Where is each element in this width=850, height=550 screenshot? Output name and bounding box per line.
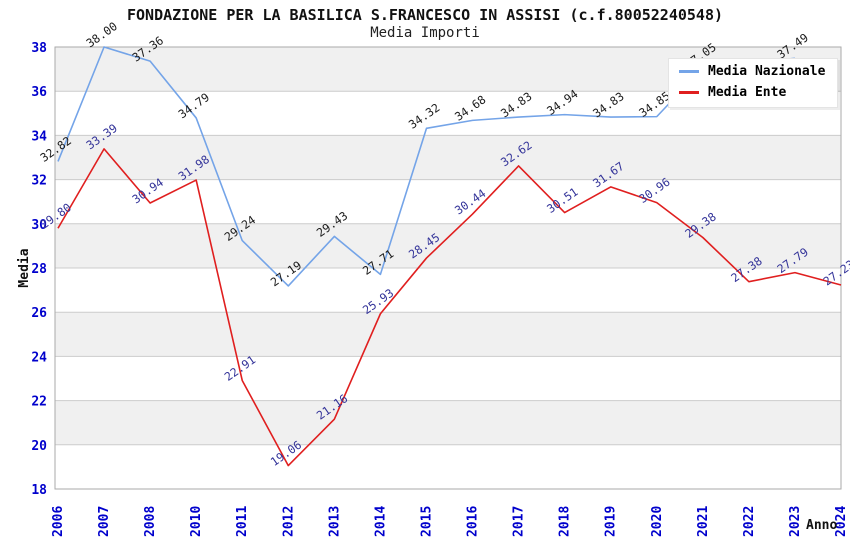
y-tick-label: 24 [31,350,47,365]
y-tick-label: 36 [31,85,47,100]
y-tick-label: 30 [31,218,47,233]
y-tick-label: 22 [31,395,47,410]
x-tick-label: 2008 [143,506,158,537]
grid-band [55,223,841,268]
legend-item-media-nazionale: Media Nazionale [679,64,825,79]
legend-label: Media Nazionale [708,64,826,79]
legend-swatch-media-nazionale [679,70,699,73]
y-tick-label: 28 [31,262,47,277]
y-axis-title: Media [17,248,32,287]
x-tick-label: 2023 [788,506,803,537]
y-tick-label: 32 [31,174,47,189]
grid-band [55,312,841,357]
x-tick-label: 2010 [189,506,204,537]
legend-label: Media Ente [708,85,787,100]
grid-band [55,268,841,313]
x-tick-label: 2013 [327,506,342,537]
x-tick-label: 2014 [373,506,388,537]
legend-item-media-ente: Media Ente [679,85,825,100]
plot-border [54,46,842,490]
x-tick-label: 2022 [742,506,757,537]
x-tick-label: 2012 [281,506,296,537]
x-tick-label: 2007 [97,506,112,537]
y-tick-label: 38 [31,41,47,56]
series-line-media-ente [57,148,842,467]
x-tick-label: 2019 [604,506,619,537]
legend: Media Nazionale Media Ente [668,58,839,108]
x-tick-label: 2020 [650,506,665,537]
grid-band [55,135,841,180]
y-tick-label: 18 [31,483,47,498]
series-line-media-nazionale [57,46,796,287]
x-tick-label: 2021 [696,506,711,537]
x-axis-title: Anno [806,518,837,533]
chart-title: FONDAZIONE PER LA BASILICA S.FRANCESCO I… [126,6,724,24]
chart-subtitle: Media Importi [370,25,480,41]
x-tick-label: 2024 [834,506,849,537]
x-tick-label: 2016 [466,506,481,537]
point-label-media-nazionale: 38.00 [84,19,120,50]
y-tick-label: 20 [31,439,47,454]
x-tick-label: 2017 [512,506,527,537]
x-tick-label: 2011 [235,506,250,537]
grid-band [55,444,841,489]
x-tick-label: 2018 [558,506,573,537]
grid-band [55,179,841,224]
y-tick-label: 34 [31,129,47,144]
x-tick-label: 2015 [419,506,434,537]
grid-band [55,356,841,401]
x-tick-label: 2006 [51,506,66,537]
grid-band [55,400,841,445]
legend-swatch-media-ente [679,91,699,94]
y-tick-label: 26 [31,306,47,321]
